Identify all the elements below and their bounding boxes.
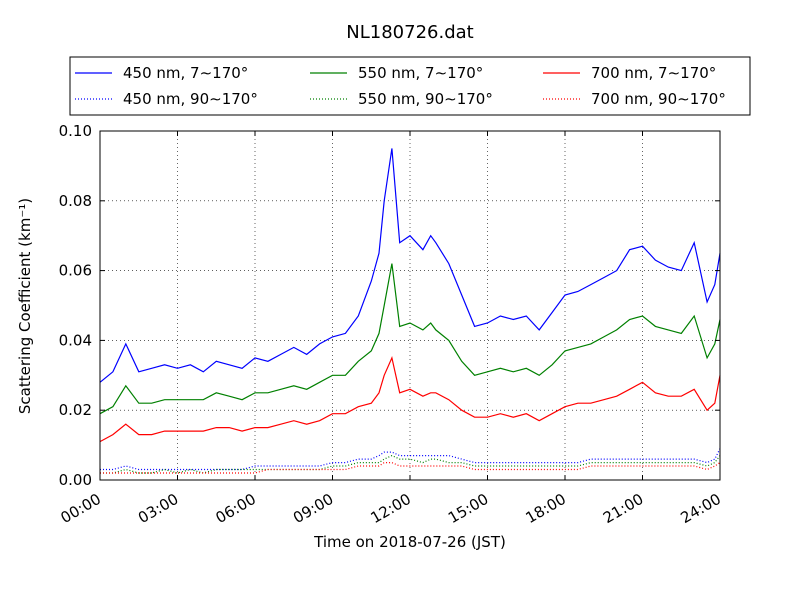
legend-label: 550 nm, 90∼170° — [358, 90, 493, 108]
y-tick-label: 0.06 — [59, 262, 92, 280]
legend-label: 450 nm, 90∼170° — [123, 90, 258, 108]
series-line — [99, 148, 721, 383]
legend: 450 nm, 7∼170° 550 nm, 7∼170° 700 nm, 7∼17… — [69, 56, 751, 116]
y-tick-label: 0.08 — [59, 192, 92, 210]
legend-items: 450 nm, 7∼170° 550 nm, 7∼170° 700 nm, 7∼17… — [75, 64, 726, 108]
y-axis-ticks: 0.00 0.02 0.04 0.06 0.08 0.10 — [59, 122, 720, 489]
legend-box — [69, 56, 751, 116]
y-tick-label: 0.00 — [59, 471, 92, 489]
y-tick-label: 0.02 — [59, 401, 92, 419]
x-axis-label: Time on 2018-07-26 (JST) — [313, 533, 506, 551]
series-lines — [99, 148, 721, 474]
y-axis-label: Scattering Coefficient (km⁻¹) — [16, 198, 34, 414]
legend-label: 700 nm, 7∼170° — [591, 64, 716, 82]
legend-label: 450 nm, 7∼170° — [123, 64, 248, 82]
chart-title: NL180726.dat — [346, 22, 473, 43]
y-tick-label: 0.10 — [59, 122, 92, 140]
series-line — [99, 355, 721, 443]
series-line — [100, 462, 721, 474]
series-line — [99, 263, 721, 415]
legend-label: 550 nm, 7∼170° — [358, 64, 483, 82]
y-tick-label: 0.04 — [59, 331, 92, 349]
legend-label: 700 nm, 90∼170° — [591, 90, 726, 108]
